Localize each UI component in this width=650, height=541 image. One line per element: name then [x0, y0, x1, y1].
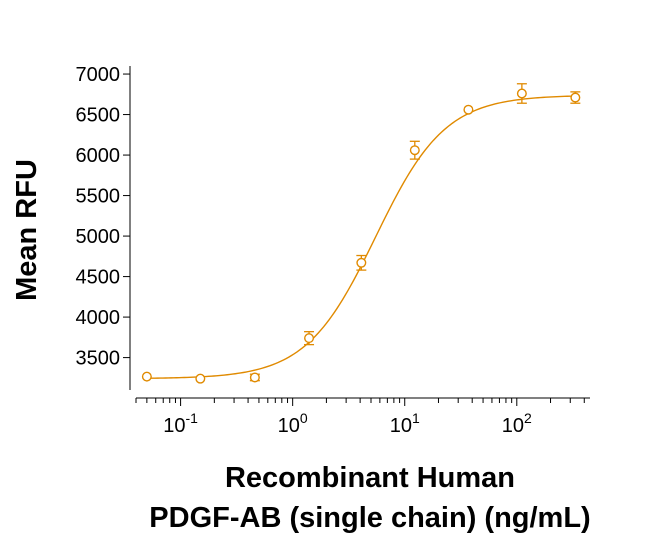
- y-axis: 3500 4000 4500 5000 5500 6000 6500 7000: [76, 64, 131, 390]
- y-tick-label: 5500: [76, 186, 121, 208]
- y-tick-label: 4500: [76, 267, 121, 289]
- data-point: [249, 372, 260, 383]
- y-tick-label: 4000: [76, 307, 121, 329]
- y-tick-label: 6000: [76, 145, 121, 167]
- data-marker: [249, 372, 260, 383]
- y-axis-title: Mean RFU: [11, 159, 43, 301]
- data-marker: [463, 104, 474, 115]
- y-tick-label: 5000: [76, 226, 121, 248]
- data-marker: [356, 257, 367, 268]
- x-tick-label: 101: [390, 410, 420, 437]
- y-tick-label: 3500: [76, 348, 121, 370]
- x-tick-label: 10-1: [163, 410, 198, 437]
- data-point: [570, 91, 581, 104]
- y-tick-label: 6500: [76, 105, 121, 127]
- x-axis: 10-1 100 101 102: [135, 397, 590, 437]
- x-tick-label: 102: [502, 410, 532, 437]
- data-point: [516, 83, 527, 104]
- x-axis-title-line-2: PDGF-AB (single chain) (ng/mL): [149, 502, 590, 534]
- data-point: [141, 371, 152, 382]
- fit-curve: [146, 95, 576, 379]
- data-marker: [304, 333, 315, 344]
- data-marker: [141, 371, 152, 382]
- y-tick-label: 7000: [76, 64, 121, 86]
- data-points-layer: [141, 83, 581, 384]
- data-marker: [409, 145, 420, 156]
- data-point: [463, 104, 474, 115]
- data-point: [304, 331, 315, 346]
- data-marker: [516, 88, 527, 99]
- fit-curve-layer: [146, 95, 576, 379]
- data-marker: [570, 92, 581, 103]
- data-marker: [195, 373, 206, 384]
- x-axis-title-line-1: Recombinant Human: [225, 462, 515, 494]
- data-point: [409, 140, 420, 160]
- data-point: [356, 254, 367, 271]
- data-point: [195, 373, 206, 384]
- x-tick-label: 100: [278, 410, 308, 437]
